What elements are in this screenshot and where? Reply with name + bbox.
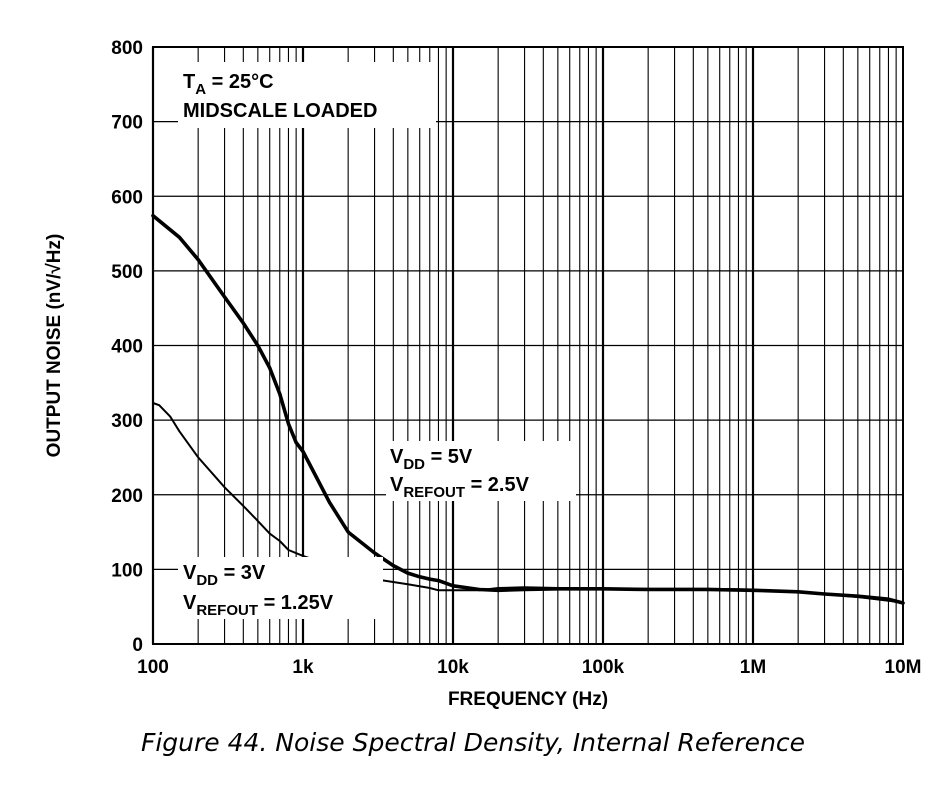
x-tick-label: 1k	[292, 657, 314, 678]
series-3v-vdd-label: VDD = 3V	[183, 562, 266, 589]
x-axis-title: FREQUENCY (Hz)	[448, 689, 608, 710]
series-line-vdd_3v	[152, 402, 904, 604]
x-tick-label: 10M	[885, 657, 922, 678]
conditions-line1: TA = 25°C	[183, 71, 274, 98]
grid	[151, 46, 903, 645]
x-tick-label: 100k	[582, 657, 625, 678]
y-tick-label: 100	[111, 560, 143, 581]
y-tick-label: 0	[132, 635, 143, 656]
conditions-annotation-bg	[178, 62, 436, 128]
series-5v-vdd-label: VDD = 5V	[390, 446, 473, 473]
series-3v-ref-label: VREFOUT = 1.25V	[183, 592, 334, 619]
conditions-line2: MIDSCALE LOADED	[183, 100, 377, 122]
y-tick-label: 800	[111, 38, 143, 59]
y-tick-label: 500	[111, 262, 143, 283]
series-5v-label-bg	[386, 441, 576, 501]
y-axis-title: OUTPUT NOISE (nV/√Hz)	[44, 234, 65, 458]
y-tick-label: 600	[111, 187, 143, 208]
y-tick-label: 200	[111, 486, 143, 507]
y-tick-label: 700	[111, 113, 143, 134]
plot-frame	[152, 46, 904, 645]
series-3v-label-bg	[178, 557, 383, 619]
noise-chart: TA = 25°C MIDSCALE LOADED VDD = 5V VREFO…	[44, 38, 921, 710]
y-tick-label: 400	[111, 337, 143, 358]
x-tick-label: 1M	[740, 657, 766, 678]
series-line-vdd_5v	[151, 213, 905, 605]
series-group	[151, 213, 905, 605]
figure-caption: Figure 44. Noise Spectral Density, Inter…	[140, 728, 806, 757]
x-tick-label: 100	[137, 657, 169, 678]
series-5v-ref-label: VREFOUT = 2.5V	[390, 474, 530, 501]
y-tick-label: 300	[111, 411, 143, 432]
x-tick-label: 10k	[437, 657, 469, 678]
